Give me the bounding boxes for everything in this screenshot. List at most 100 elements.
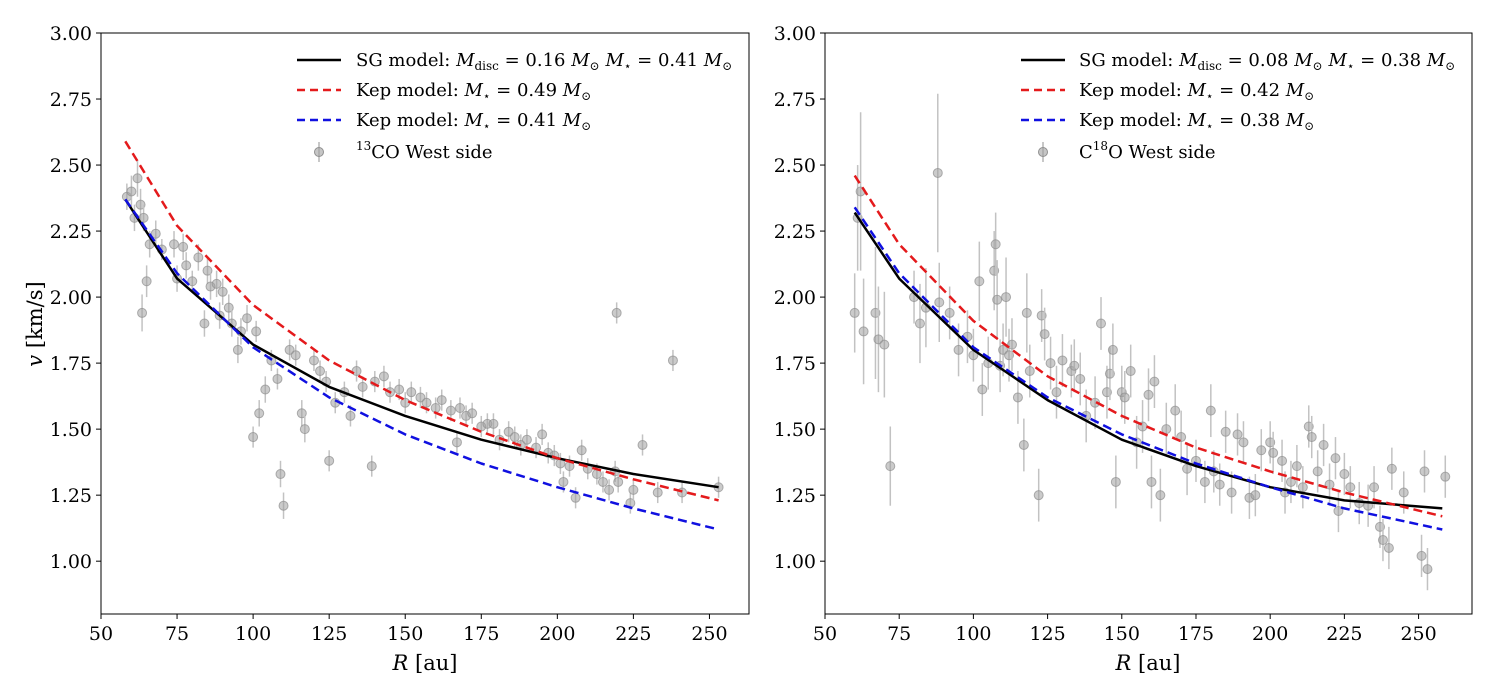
data-point <box>974 241 985 321</box>
data-marker <box>308 355 319 366</box>
data-point <box>242 305 253 332</box>
data-marker <box>1119 392 1130 403</box>
data-marker <box>315 366 326 377</box>
y-tick-label: 1.50 <box>50 419 92 441</box>
data-marker <box>611 307 622 318</box>
data-marker <box>1012 392 1023 403</box>
data-point <box>1306 415 1317 459</box>
x-tick-label: 75 <box>887 623 911 645</box>
data-point <box>1125 344 1136 398</box>
x-tick-label: 50 <box>813 623 837 645</box>
x-tick-label: 100 <box>955 623 991 645</box>
data-point <box>597 471 608 493</box>
data-point <box>849 273 860 353</box>
data-marker <box>509 432 520 443</box>
data-point <box>400 392 411 414</box>
data-point <box>351 360 362 382</box>
data-marker <box>1312 466 1323 477</box>
data-marker <box>445 405 456 416</box>
data-marker <box>1398 487 1409 498</box>
data-marker <box>436 395 447 406</box>
data-point <box>555 452 566 475</box>
data-marker <box>858 326 869 337</box>
data-point <box>137 294 148 332</box>
data-point <box>1119 371 1130 424</box>
left-x-ticks: 50 75 100 125 150 175 200 225 250 <box>89 614 728 645</box>
y-tick-label: 2.00 <box>774 287 816 309</box>
data-marker <box>992 294 1003 305</box>
data-marker <box>1440 471 1451 482</box>
data-point <box>637 434 648 456</box>
data-point <box>232 336 243 364</box>
data-marker <box>366 461 377 472</box>
data-marker <box>242 313 253 324</box>
data-point <box>315 360 326 382</box>
data-marker <box>885 461 896 472</box>
right-axes-frame <box>824 32 1473 615</box>
data-point <box>324 450 335 472</box>
y-tick-label: 3.00 <box>50 23 92 45</box>
data-marker <box>345 410 356 421</box>
data-point <box>1440 455 1451 498</box>
legend-entry-kep-low: Kep model: M⋆ = 0.41 M⊙ <box>356 110 591 133</box>
legend-entry-kep-high: Kep model: M⋆ = 0.49 M⊙ <box>356 80 591 103</box>
data-marker <box>135 199 146 210</box>
data-point <box>1018 418 1029 472</box>
data-point <box>628 479 639 501</box>
data-point <box>357 376 368 398</box>
data-point <box>1096 297 1107 350</box>
data-marker <box>290 350 301 361</box>
data-marker <box>1107 344 1118 355</box>
data-marker <box>1051 387 1062 398</box>
data-point <box>613 471 624 493</box>
data-marker <box>126 186 137 197</box>
data-point <box>885 426 896 506</box>
left-data-points <box>121 159 724 519</box>
data-marker <box>275 469 286 480</box>
data-point <box>992 260 1003 340</box>
data-point <box>1232 413 1243 456</box>
data-point <box>1333 489 1344 533</box>
data-point <box>1339 452 1350 496</box>
data-point <box>667 349 678 372</box>
data-point <box>677 481 688 504</box>
data-point <box>187 270 198 292</box>
data-marker <box>1143 389 1154 400</box>
data-marker <box>1146 476 1157 487</box>
data-marker <box>1277 455 1288 466</box>
data-point <box>141 265 152 298</box>
data-marker <box>1339 469 1350 480</box>
data-marker <box>378 371 389 382</box>
data-point <box>467 402 478 424</box>
data-marker <box>576 445 587 456</box>
data-point <box>1238 421 1249 464</box>
data-point <box>150 220 161 247</box>
data-point <box>126 175 137 208</box>
data-point <box>290 344 301 366</box>
data-marker <box>430 403 441 414</box>
data-marker <box>296 408 307 419</box>
left-panel: 50 75 100 125 150 175 200 225 250 1.001.251.501.… <box>23 23 750 675</box>
data-marker <box>1214 479 1225 490</box>
data-point <box>1318 423 1329 467</box>
data-marker <box>1057 355 1068 366</box>
y-tick-label: 1.75 <box>50 353 92 375</box>
data-marker <box>1110 476 1121 487</box>
data-marker <box>1377 535 1388 546</box>
data-marker <box>1149 376 1160 387</box>
data-point <box>1170 384 1181 438</box>
data-point <box>199 310 210 337</box>
data-marker <box>1039 329 1050 340</box>
data-marker <box>1069 360 1080 371</box>
data-point <box>977 363 988 416</box>
x-tick-label: 200 <box>539 623 575 645</box>
data-point <box>488 413 499 435</box>
data-marker <box>1001 292 1012 303</box>
left-legend: SG model: Mdisc = 0.16 M⊙ M⋆ = 0.41 M⊙ K… <box>297 50 732 163</box>
data-marker <box>1297 482 1308 493</box>
y-tick-label: 2.25 <box>774 221 816 243</box>
data-marker <box>232 344 243 355</box>
data-marker <box>254 408 265 419</box>
data-point <box>1312 450 1323 493</box>
